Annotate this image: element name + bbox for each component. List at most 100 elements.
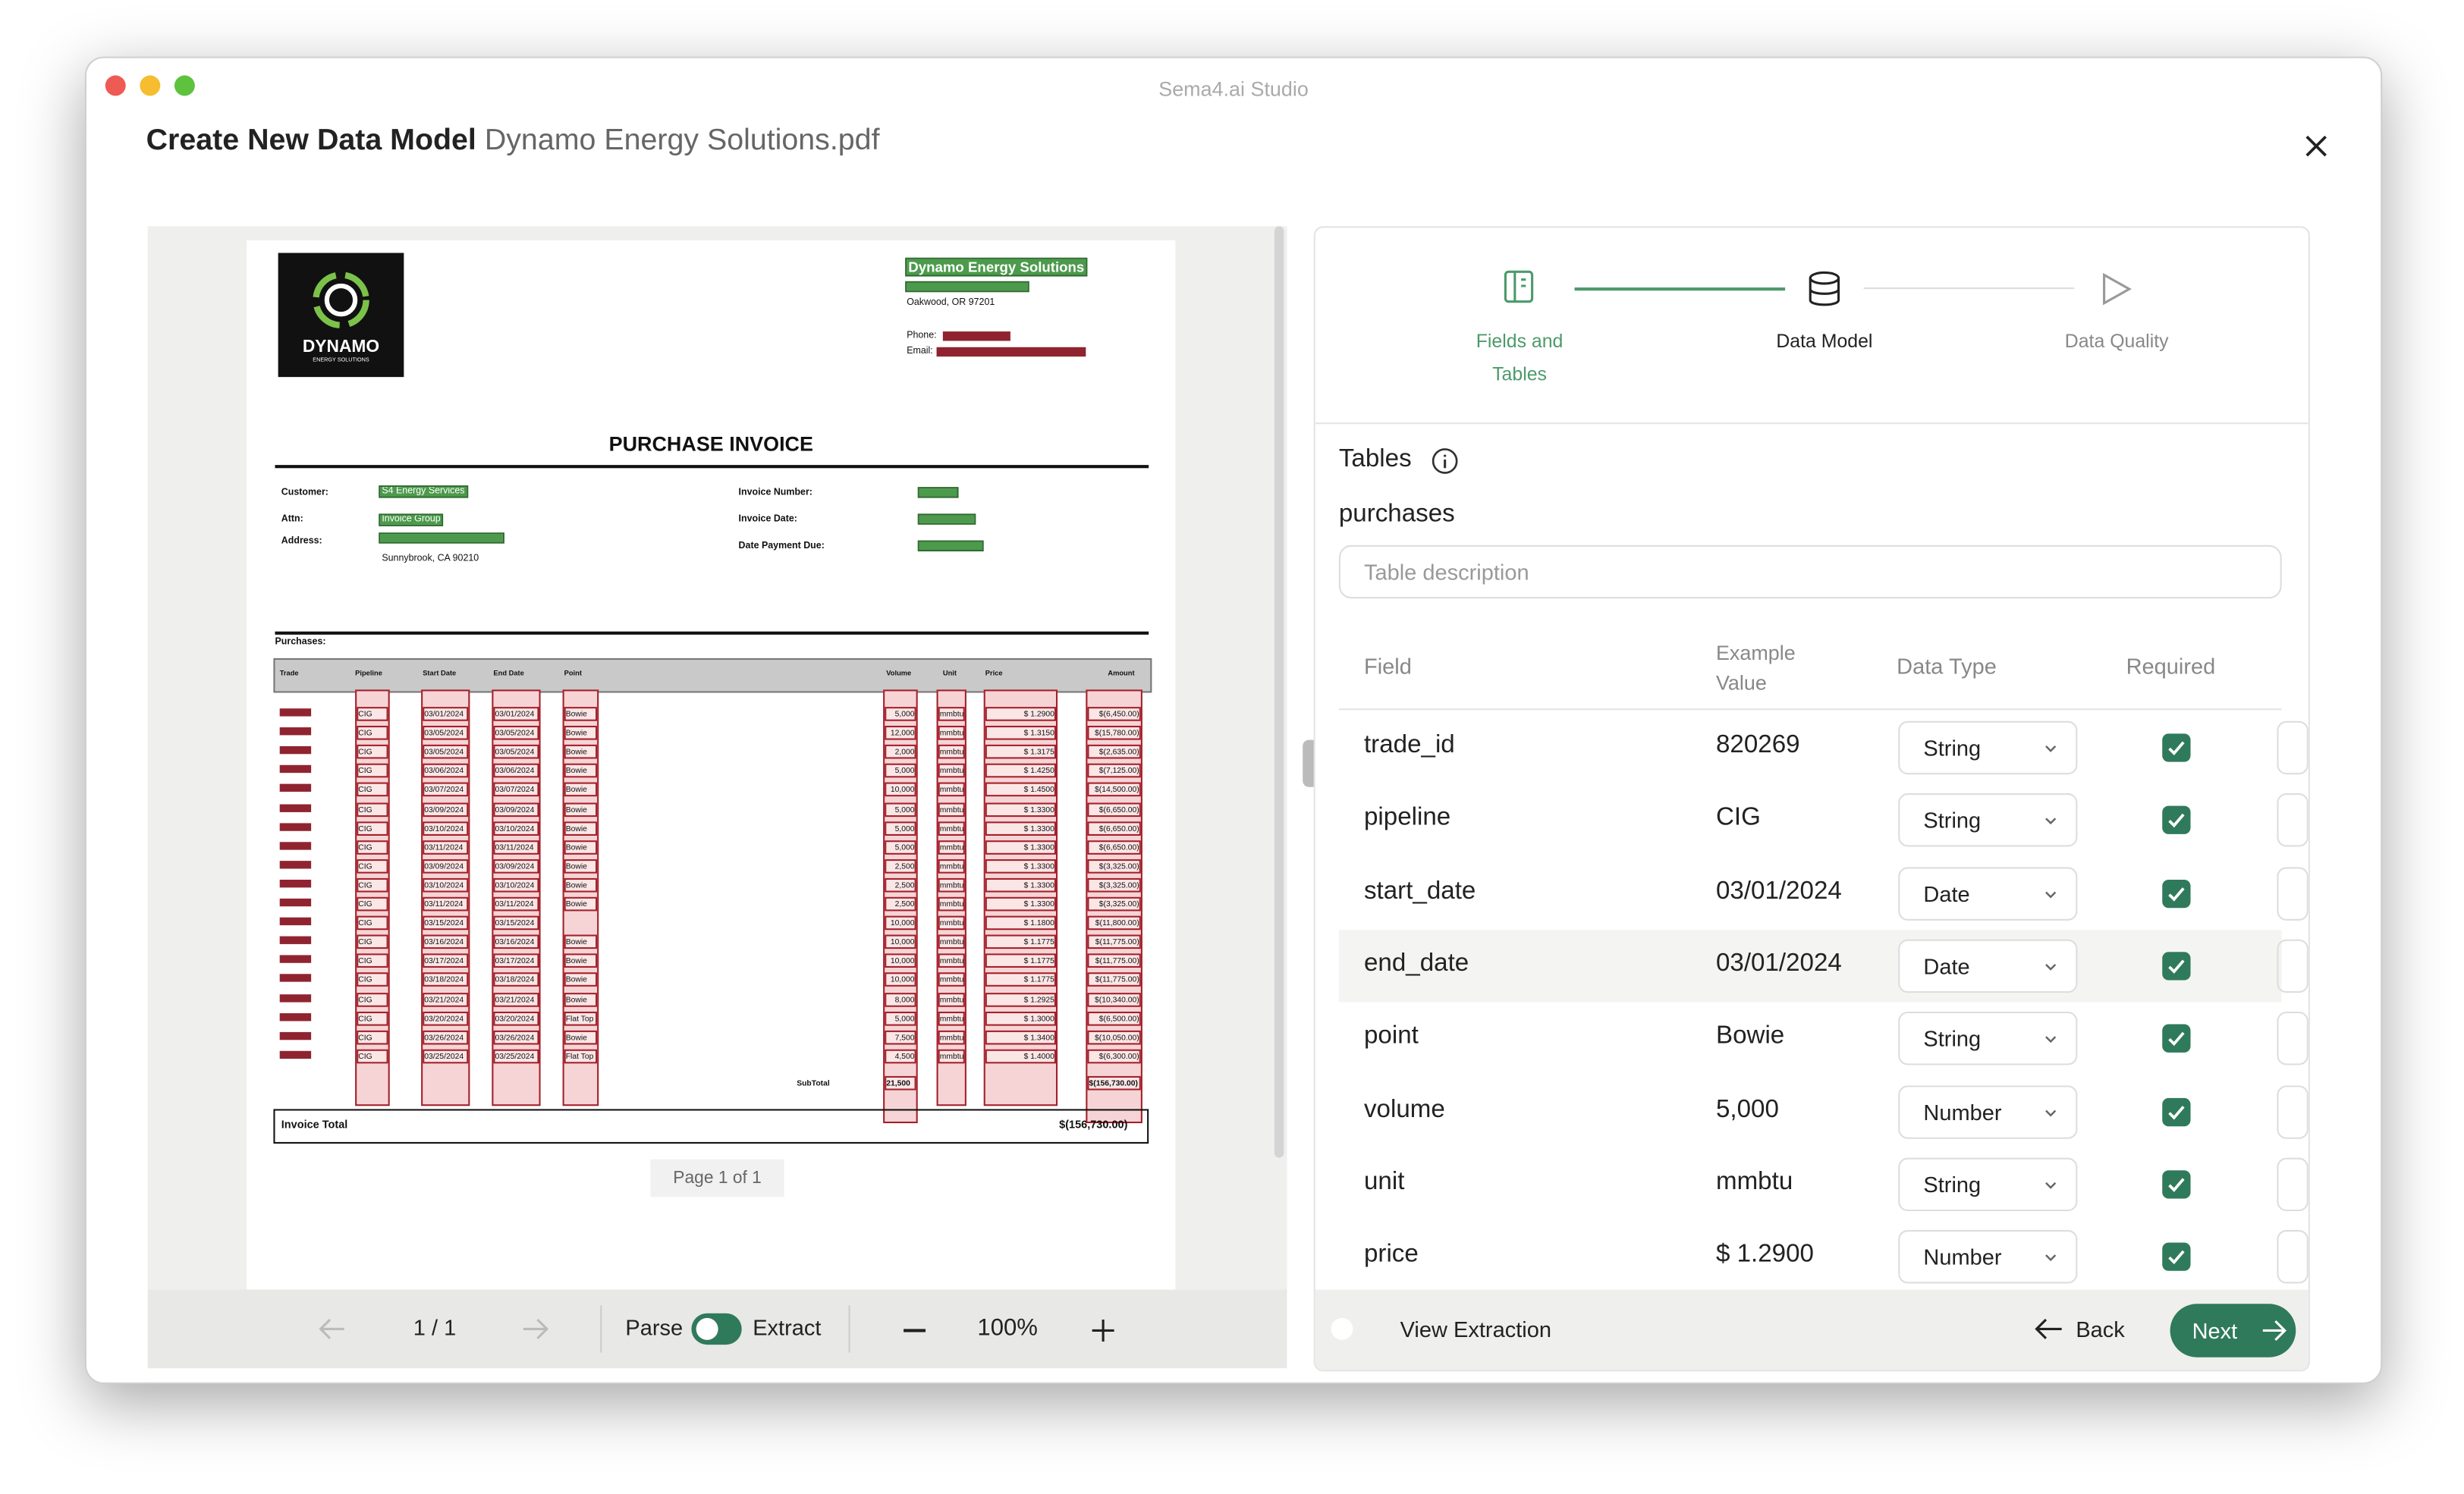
chevron xyxy=(2045,890,2057,898)
cell: mmbtu xyxy=(938,858,965,874)
cell: CIG xyxy=(357,896,388,912)
required-checkbox[interactable] xyxy=(2162,1242,2191,1271)
cell: $(6,300.00) xyxy=(1087,1049,1141,1063)
min-dot[interactable] xyxy=(140,75,161,96)
cell: CIG xyxy=(357,953,388,968)
type-select[interactable]: Number xyxy=(1898,1230,2078,1284)
type-select[interactable]: Date xyxy=(1898,866,2078,920)
cell: Bowie xyxy=(564,1030,598,1044)
column-header: Data Type xyxy=(1897,653,1997,679)
divider xyxy=(600,1305,602,1353)
check xyxy=(2168,959,2185,974)
trade-box xyxy=(279,879,312,888)
field: unit xyxy=(1363,1168,1405,1195)
example: 5,000 xyxy=(1715,1095,1779,1123)
cell: 2,500 xyxy=(885,877,916,893)
column-header: Pipeline xyxy=(355,669,382,677)
back[interactable]: Back xyxy=(2076,1316,2125,1342)
type-select[interactable]: Number xyxy=(1898,1084,2078,1138)
cell: mmbtu xyxy=(938,745,965,759)
trade-box xyxy=(279,708,312,717)
cell: $(15,780.00) xyxy=(1087,726,1141,740)
extra-column xyxy=(2277,720,2308,775)
customer-label: Customer: xyxy=(281,488,328,498)
type-select[interactable]: String xyxy=(1898,793,2078,848)
trade-box xyxy=(279,860,312,869)
dialog-title: Create New Data Model Dynamo Energy Solu… xyxy=(146,124,880,159)
cell: 10,000 xyxy=(885,783,916,798)
prev-page[interactable] xyxy=(317,1317,345,1342)
next-page[interactable] xyxy=(522,1317,550,1342)
parse[interactable]: Parse xyxy=(625,1314,684,1340)
column-header: Amount xyxy=(1108,669,1135,677)
check xyxy=(2168,1105,2185,1119)
extract[interactable]: Extract xyxy=(753,1314,822,1340)
subtotal-label: SubTotal xyxy=(797,1079,830,1089)
cell: 03/25/2024 xyxy=(493,1049,539,1063)
extra-column xyxy=(2277,1012,2308,1066)
cell: CIG xyxy=(357,840,388,855)
next-button[interactable]: Next xyxy=(2170,1304,2296,1357)
cell: 4,500 xyxy=(885,1049,916,1063)
cell: 03/06/2024 xyxy=(493,764,539,778)
type-select[interactable]: String xyxy=(1898,1157,2078,1211)
description-input[interactable]: Table description xyxy=(1338,545,2282,599)
zoom-in[interactable] xyxy=(1091,1318,1116,1343)
info-icon[interactable] xyxy=(1432,447,1458,474)
column-header: Required xyxy=(2126,653,2216,679)
cell: 03/10/2024 xyxy=(423,877,469,893)
extra-column xyxy=(2277,866,2308,920)
cell: Bowie xyxy=(564,745,598,759)
logo-name: DYNAMO xyxy=(302,337,380,357)
cell: CIG xyxy=(357,802,388,817)
cell: mmbtu xyxy=(938,877,965,893)
scrollbar[interactable] xyxy=(1274,226,1284,1158)
step-label[interactable]: Data Quality xyxy=(2064,329,2169,352)
close-button[interactable] xyxy=(2304,133,2329,159)
toggle[interactable] xyxy=(691,1313,742,1345)
cell: $ 1.3300 xyxy=(985,821,1056,836)
cell: $ 1.3300 xyxy=(985,877,1056,893)
cell: $(3,325.00) xyxy=(1087,858,1141,874)
cell: 03/01/2024 xyxy=(493,707,539,721)
type-select[interactable]: String xyxy=(1898,720,2078,775)
phone-box xyxy=(942,331,1010,341)
max-dot[interactable] xyxy=(174,75,195,96)
step-icon xyxy=(1809,271,1840,306)
step-label[interactable]: Fields and Tables xyxy=(1476,329,1564,385)
cell: 03/09/2024 xyxy=(493,858,539,874)
required-checkbox[interactable] xyxy=(2162,733,2191,762)
cell: Bowie xyxy=(564,707,598,721)
cell: $ 1.1775 xyxy=(985,973,1056,987)
page-indicator: 1 / 1 xyxy=(413,1314,457,1340)
example: CIG xyxy=(1715,805,1761,832)
extra-column xyxy=(2277,939,2308,993)
required-checkbox[interactable] xyxy=(2162,952,2191,981)
cell: 03/09/2024 xyxy=(423,858,469,874)
required-checkbox[interactable] xyxy=(2162,1097,2191,1126)
type-select[interactable]: Date xyxy=(1898,939,2078,993)
next-icon xyxy=(2262,1320,2286,1342)
cell: 10,000 xyxy=(885,934,916,949)
cell: $(11,800.00) xyxy=(1087,915,1141,931)
cell: mmbtu xyxy=(938,953,965,968)
close-dot[interactable] xyxy=(105,75,126,96)
cell: Bowie xyxy=(564,973,598,987)
required-checkbox[interactable] xyxy=(2162,1169,2191,1199)
cell: Bowie xyxy=(564,934,598,949)
type-select[interactable]: String xyxy=(1898,1012,2078,1066)
view-extraction[interactable]: View Extraction xyxy=(1400,1316,1551,1342)
trade-box xyxy=(279,1031,312,1040)
example: 03/01/2024 xyxy=(1715,877,1842,905)
required-checkbox[interactable] xyxy=(2162,1024,2191,1053)
required-checkbox[interactable] xyxy=(2162,806,2191,835)
zoom-out[interactable] xyxy=(904,1329,926,1332)
cell: $ 1.4500 xyxy=(985,783,1056,798)
cell: 03/26/2024 xyxy=(493,1030,539,1044)
required-checkbox[interactable] xyxy=(2162,879,2191,908)
cell: $ 1.3300 xyxy=(985,858,1056,874)
step-label[interactable]: Data Model xyxy=(1776,329,1873,352)
cell: $(11,775.00) xyxy=(1087,953,1141,968)
attn-label: Attn: xyxy=(281,515,303,525)
view-toggle[interactable] xyxy=(1331,1317,1353,1340)
